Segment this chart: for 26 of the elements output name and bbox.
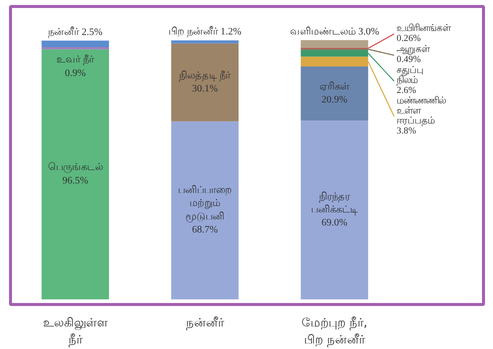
series-label: உவர் நீர்: [56, 54, 96, 66]
x-tick-label: உலகிலுள்ள நீர்: [42, 316, 108, 346]
series-label: நிலத்தடி நீர்: [179, 70, 232, 82]
data-label: 0.9%: [64, 68, 86, 79]
data-label: 96.5%: [62, 175, 88, 186]
data-label: 0.49%: [396, 55, 421, 66]
data-label: 3.8%: [396, 126, 416, 136]
text: நன்னீர் 2.5%: [48, 26, 102, 38]
series-label: ஏரிகள்: [319, 81, 350, 92]
data-label: 30.1%: [192, 84, 218, 95]
text: வளிமண்டலம் 3.0%: [290, 26, 380, 38]
text: பிற நன்னீர் 1.2%: [168, 26, 242, 38]
series-label: பனிப்பாறை மற்றும் மூடுபனி: [178, 185, 232, 222]
series-label: பெருங்கடல்: [48, 162, 103, 174]
text: சதுப்பு நிலம்: [396, 66, 424, 86]
x-tick-label: மேற்புற நீர், பிற நன்னீர்: [302, 316, 368, 346]
text: உயிரினங்கள்: [396, 24, 452, 34]
text: ஆறுகள்: [396, 45, 431, 56]
x-tick-label: நன்னீர்: [186, 316, 225, 330]
text: மண்ணணில் உள்ள ஈரப்பதம்: [396, 96, 446, 126]
series-label: நிரந்தர பனிக்கட்டி: [310, 191, 358, 216]
data-label: 69.0%: [322, 218, 348, 229]
data-label: 0.26%: [396, 34, 421, 44]
data-label: 68.7%: [192, 224, 218, 236]
data-label: 2.6%: [396, 86, 416, 96]
data-label: 20.9%: [322, 94, 348, 106]
